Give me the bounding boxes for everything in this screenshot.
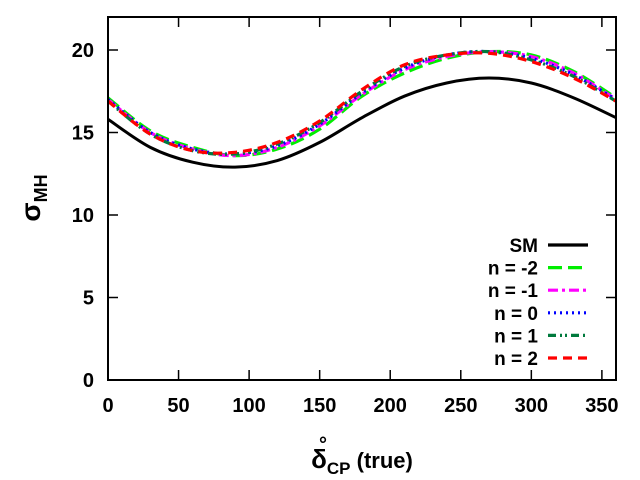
x-tick-label: 50 xyxy=(167,395,189,417)
y-axis-title-sub: MH xyxy=(31,174,51,202)
ticks-layer: 0 50 100 150 200 250 300 350 0 5 10 15 20 xyxy=(72,17,619,417)
x-tick-label: 100 xyxy=(232,395,265,417)
series-line-1 xyxy=(107,49,617,158)
y-axis-title: σMH xyxy=(15,174,51,221)
series-line-2 xyxy=(107,50,617,158)
legend-label-4: n = 1 xyxy=(494,326,538,347)
series-line-0 xyxy=(107,76,617,169)
legend-label-1: n = -2 xyxy=(488,259,538,280)
x-axis-title: δCP (true) xyxy=(311,444,413,478)
legend-label-0: SM xyxy=(510,236,539,257)
x-tick-label: 300 xyxy=(515,395,548,417)
x-tick-label: 250 xyxy=(444,395,477,417)
series-line-4 xyxy=(107,49,617,156)
x-tick-label: 200 xyxy=(374,395,407,417)
x-tick-label: 0 xyxy=(102,395,113,417)
x-axis-title-degree: ° xyxy=(319,434,327,456)
y-axis-title-main: σ xyxy=(15,202,46,221)
y-tick-label: 0 xyxy=(83,370,94,392)
x-tick-label: 350 xyxy=(585,395,618,417)
legend: SMn = -2n = -1n = 0n = 1n = 2 xyxy=(488,236,588,370)
y-tick-label: 15 xyxy=(72,123,94,145)
y-tick-label: 5 xyxy=(83,288,94,310)
legend-label-3: n = 0 xyxy=(494,304,538,325)
legend-label-2: n = -1 xyxy=(488,281,539,302)
y-tick-label: 20 xyxy=(72,40,94,62)
x-axis-title-main: δ xyxy=(311,444,327,474)
legend-label-5: n = 2 xyxy=(494,349,538,370)
series-line-5 xyxy=(107,51,617,155)
series-layer xyxy=(107,49,617,169)
plot-frame xyxy=(107,16,617,381)
y-tick-label: 10 xyxy=(72,205,94,227)
x-axis-title-sub: CP xyxy=(327,459,351,478)
x-axis-title-suffix: (true) xyxy=(351,448,413,473)
x-tick-label: 150 xyxy=(303,395,336,417)
series-line-3 xyxy=(107,49,617,156)
